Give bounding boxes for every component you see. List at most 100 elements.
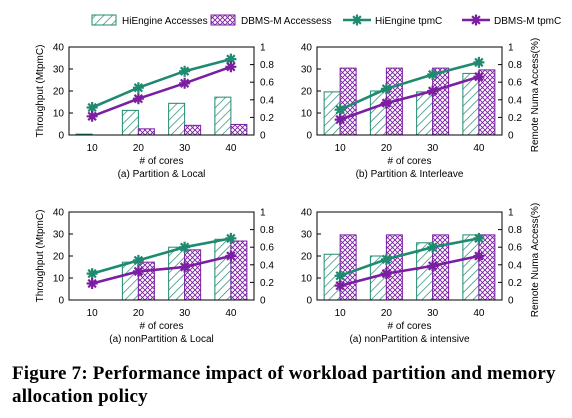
y-tick-label: 0 [306,296,312,307]
legend-item-hiengine-line: HiEngine tpmC [343,14,442,27]
x-axis-label: # of cores [140,321,184,332]
line-hiengine [339,61,480,111]
y2-tick-label: 0.4 [508,95,522,106]
point-dbmsm-40 [473,71,485,83]
y-tick-label: 20 [53,87,65,98]
y-tick-label: 40 [301,43,313,54]
y2-tick-label: 0.2 [508,113,522,124]
bar-dbmsm-30 [184,249,202,301]
y-axis-label: Throughput (MtpmC) [35,45,46,138]
point-hiengine-30 [179,65,191,77]
bar-dbmsm-10 [339,67,357,136]
line-dbmsm [339,254,480,287]
y-tick-label: 40 [53,43,65,54]
x-tick-label: 40 [225,308,237,319]
x-tick-label: 40 [473,143,485,154]
y2-tick-label: 0.4 [508,260,522,271]
bar-dbmsm-20 [385,234,403,301]
y2-tick-label: 0.2 [260,278,274,289]
point-dbmsm-10 [86,278,98,289]
bar-dbmsm-20 [137,128,155,136]
legend-label: DBMS-M tpmC [494,16,561,27]
y2-axis-label: Remote Numa Access(%) [530,38,541,152]
point-hiengine-40 [225,232,237,244]
y2-tick-label: 0.8 [260,60,274,71]
x-axis-label: # of cores [388,321,432,332]
x-tick-label: 10 [87,143,99,154]
y-axis-label: Throughput (MtpmC) [35,210,46,303]
point-dbmsm-30 [427,260,439,272]
y-tick-label: 10 [301,274,313,285]
y2-tick-label: 0.8 [508,225,522,236]
bar-dbmsm-40 [230,123,248,136]
y-tick-label: 20 [53,252,65,263]
y2-tick-label: 0.4 [260,95,274,106]
y2-tick-label: 1 [260,43,266,54]
y-tick-label: 30 [53,65,65,76]
y2-tick-label: 0.2 [260,113,274,124]
point-dbmsm-20 [132,93,144,105]
legend-marker [351,14,363,26]
x-tick-label: 20 [381,308,393,319]
bar-hiengine-30 [168,102,186,136]
y-tick-label: 40 [301,208,313,219]
y-tick-label: 0 [58,296,64,307]
point-hiengine-10 [334,104,346,116]
y2-tick-label: 1 [260,208,266,219]
y2-tick-label: 1 [508,43,514,54]
legend-swatch [91,14,117,26]
x-tick-label: 10 [335,308,347,319]
y-tick-label: 0 [306,131,312,142]
y-tick-label: 40 [53,208,65,219]
y2-tick-label: 0.6 [260,243,274,254]
y2-tick-label: 0.2 [508,278,522,289]
bar-hiengine-40 [462,234,480,301]
point-dbmsm-40 [225,250,237,262]
x-tick-label: 40 [473,308,485,319]
line-hiengine [91,237,232,275]
legend-item-hiengine-bar: HiEngine Accesses [91,14,208,27]
panel-title: (a) nonPartition & Local [109,334,214,345]
bar-dbmsm-40 [478,234,496,301]
bar-hiengine-30 [416,91,434,136]
y2-tick-label: 1 [508,208,514,219]
y-tick-label: 0 [58,131,64,142]
point-hiengine-30 [179,241,191,253]
point-hiengine-20 [132,254,144,266]
legend-label: DBMS-M Accessess [241,16,332,27]
panel-title: (a) nonPartition & intensive [349,334,470,345]
point-dbmsm-40 [225,61,237,73]
x-tick-label: 10 [87,308,99,319]
chart-panel-3: 0 10 20 30 40 0 0.2 0.4 0.6 0.8 1 10 20 30 40 # of core… [35,208,274,346]
x-tick-label: 30 [427,143,439,154]
point-dbmsm-10 [86,110,98,122]
legend-marker [470,14,482,26]
line-dbmsm [339,75,480,121]
y2-tick-label: 0 [260,131,266,142]
y-tick-label: 30 [301,65,313,76]
x-tick-label: 20 [133,143,145,154]
legend-label: HiEngine tpmC [375,16,442,27]
point-hiengine-30 [427,69,439,80]
point-dbmsm-40 [473,250,485,262]
legend: HiEngine Accesses DBMS-M Accessess HiEngin… [91,14,561,27]
y2-tick-label: 0.6 [508,243,522,254]
legend-swatch [210,14,236,26]
x-tick-label: 10 [335,143,347,154]
legend-item-dbmsm-bar: DBMS-M Accessess [210,14,332,27]
point-dbmsm-20 [380,97,392,109]
x-tick-label: 30 [427,308,439,319]
point-hiengine-10 [86,102,98,113]
x-axis-label: # of cores [388,156,432,167]
line-dbmsm [91,254,232,285]
y2-tick-label: 0.4 [260,260,274,271]
bar-hiengine-30 [168,246,186,301]
point-hiengine-20 [380,83,392,95]
y2-tick-label: 0.6 [260,78,274,89]
x-tick-label: 30 [179,308,191,319]
y2-tick-label: 0 [508,131,514,142]
point-hiengine-40 [473,232,485,244]
chart-panel-1: 0 10 20 30 40 0 0.2 0.4 0.6 0.8 1 10 20 30 40 # of core… [35,43,274,181]
point-dbmsm-30 [179,77,191,89]
